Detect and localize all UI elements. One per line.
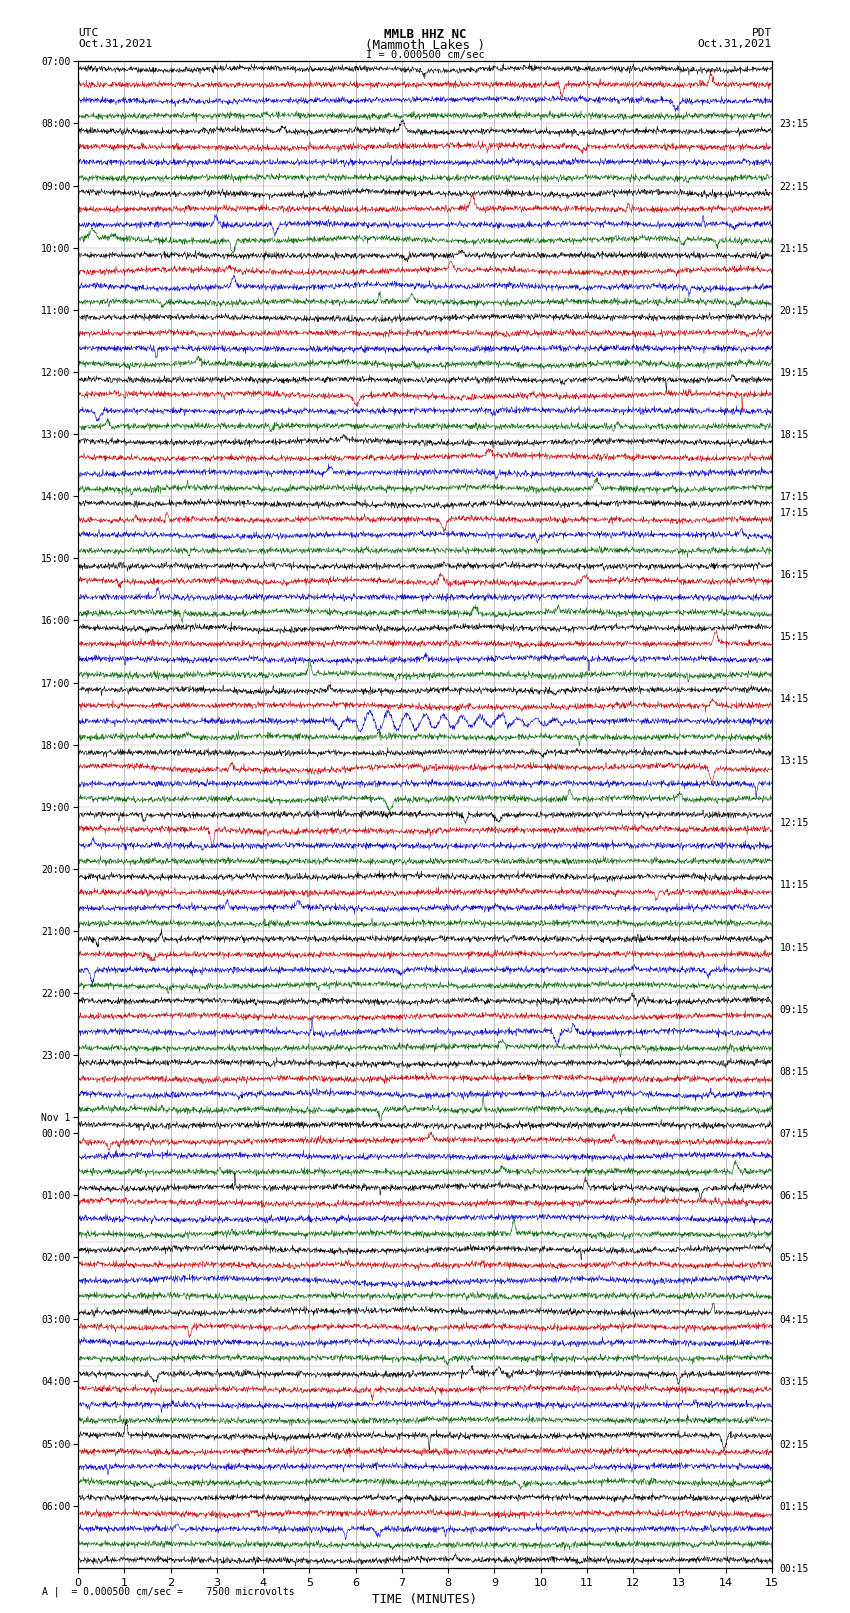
Text: PDT: PDT: [751, 29, 772, 39]
Text: A |  = 0.000500 cm/sec =    7500 microvolts: A | = 0.000500 cm/sec = 7500 microvolts: [42, 1586, 295, 1597]
X-axis label: TIME (MINUTES): TIME (MINUTES): [372, 1594, 478, 1607]
Text: UTC: UTC: [78, 29, 99, 39]
Text: (Mammoth Lakes ): (Mammoth Lakes ): [365, 39, 485, 52]
Text: Oct.31,2021: Oct.31,2021: [698, 39, 772, 48]
Text: I = 0.000500 cm/sec: I = 0.000500 cm/sec: [366, 50, 484, 60]
Text: MMLB HHZ NC: MMLB HHZ NC: [383, 29, 467, 42]
Text: Oct.31,2021: Oct.31,2021: [78, 39, 152, 48]
